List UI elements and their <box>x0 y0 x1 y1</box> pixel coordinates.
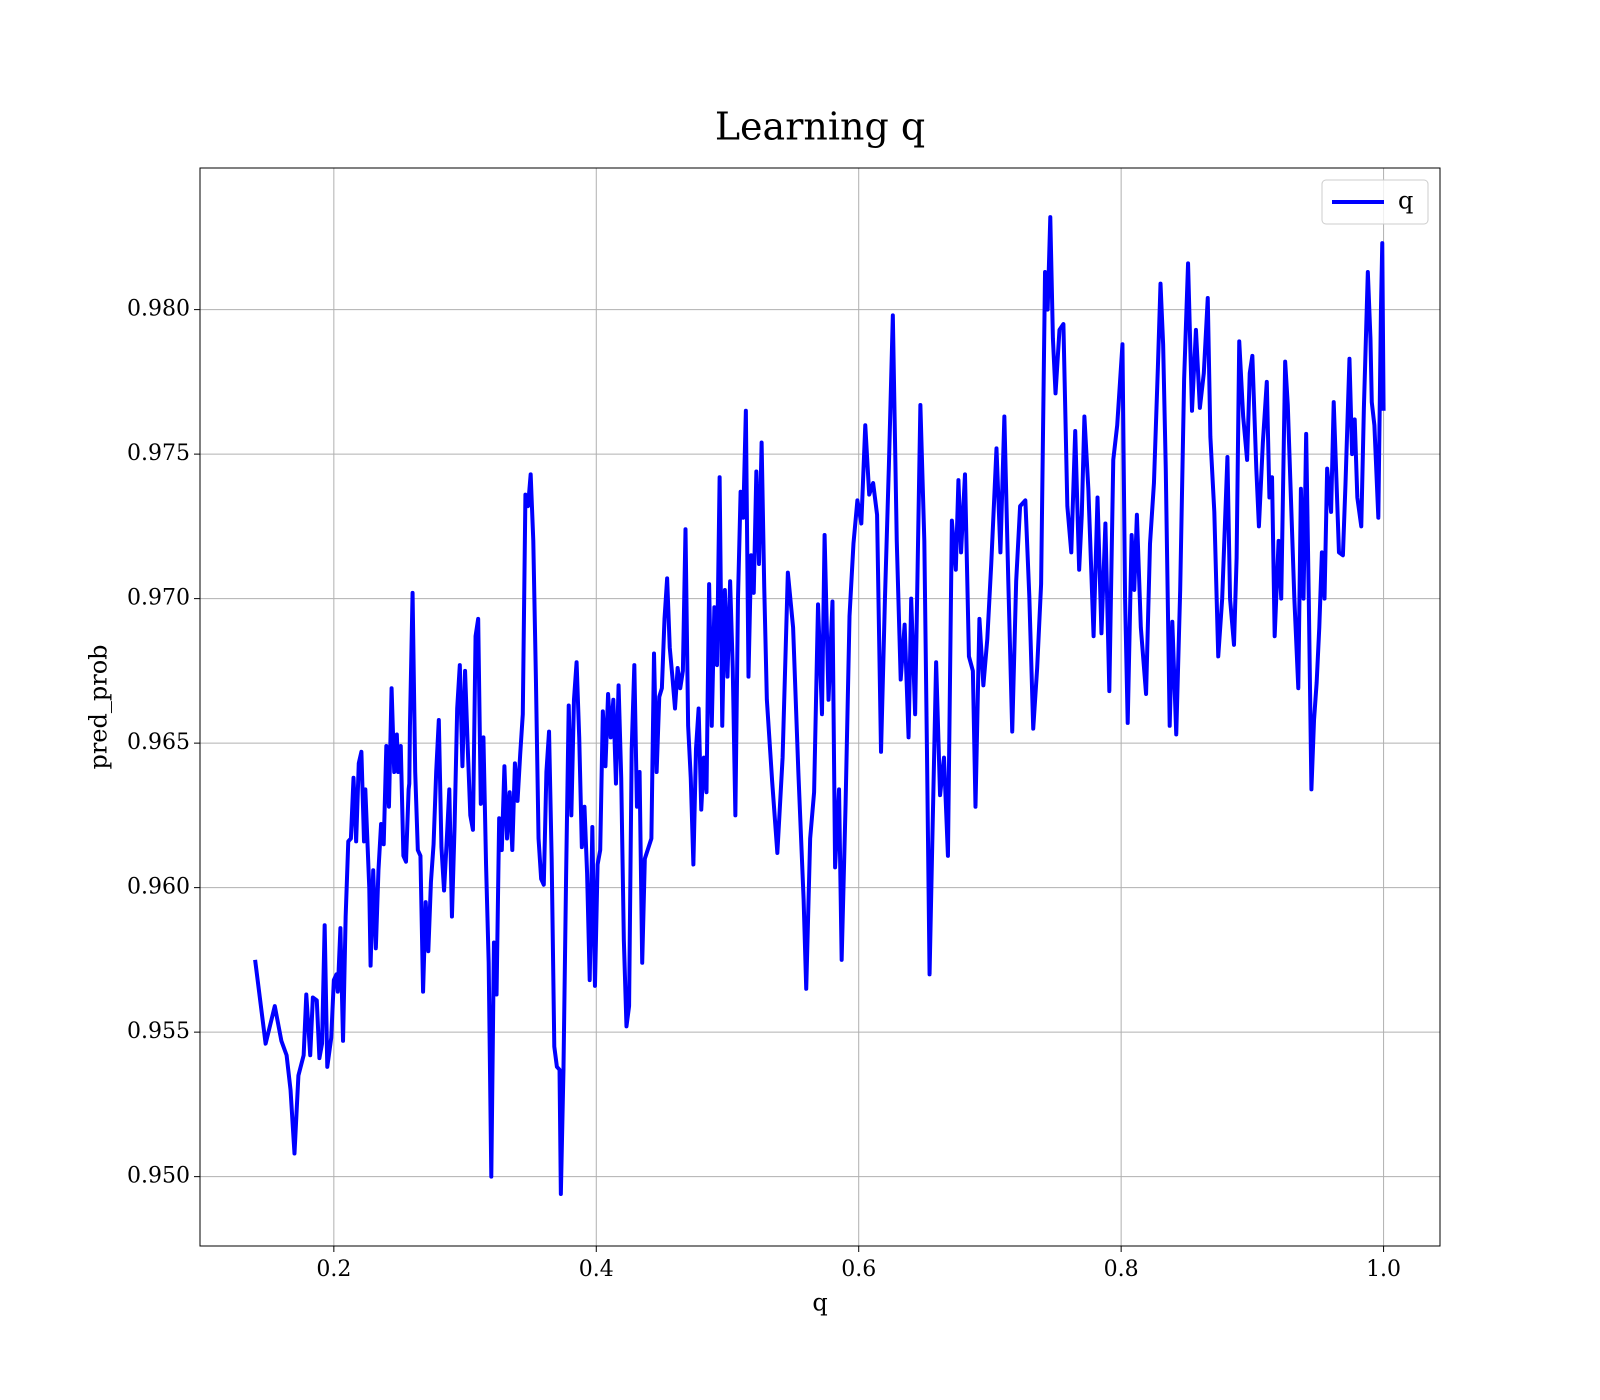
x-tick-label: 0.4 <box>579 1257 614 1282</box>
data-line <box>253 215 1386 1196</box>
y-tick-label: 0.965 <box>127 730 190 755</box>
y-axis-label: pred_prob <box>85 644 113 769</box>
x-tick-label: 0.8 <box>1104 1257 1139 1282</box>
y-tick-label: 0.975 <box>127 441 190 466</box>
y-tick-label: 0.970 <box>127 586 190 611</box>
plot-frame <box>199 167 1441 1247</box>
legend-label: q <box>1398 187 1413 215</box>
x-tick-label: 1.0 <box>1366 1257 1401 1282</box>
x-axis-label: q <box>812 1289 827 1317</box>
x-tick-label: 0.2 <box>316 1257 351 1282</box>
y-tick-label: 0.955 <box>127 1019 190 1044</box>
x-tick-label: 0.6 <box>841 1257 876 1282</box>
y-tick-label: 0.960 <box>127 875 190 900</box>
y-tick-label: 0.980 <box>127 297 190 322</box>
y-tick-label: 0.950 <box>127 1164 190 1189</box>
chart-title: Learning q <box>715 105 925 149</box>
